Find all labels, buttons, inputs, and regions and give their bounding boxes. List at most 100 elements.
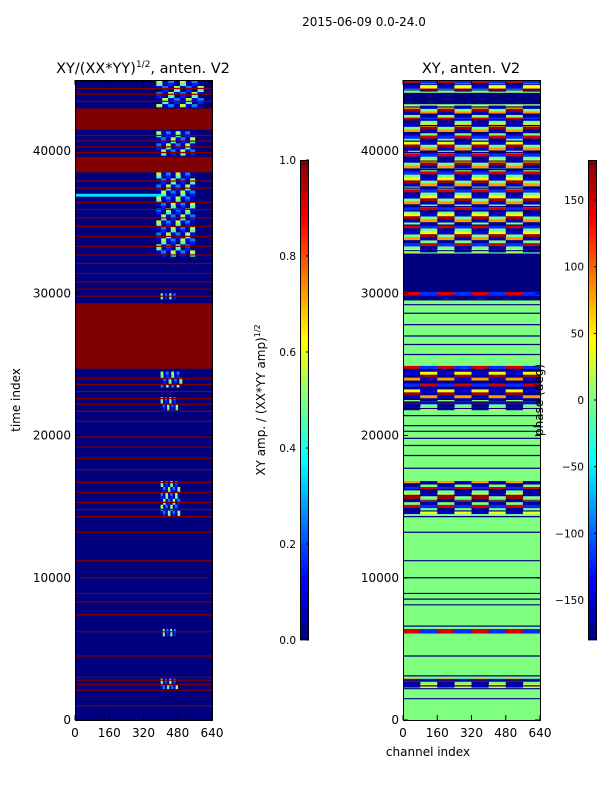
phase-cell [488,377,507,381]
phase-cell [505,295,524,300]
phase-cell [437,225,455,229]
amplitude-cell [156,95,163,99]
phase-colorbar-segment [588,260,597,265]
amplitude-colorbar-tick-label: 0.6 [279,347,296,359]
phase-cell [471,507,489,512]
phase-cell [522,129,541,133]
amplitude-cell [180,140,186,144]
amplitude-colorbar-segment [300,352,309,357]
amplitude-cell [172,498,176,503]
phase-cell [471,231,489,235]
phase-cell [420,398,438,402]
amplitude-cell [175,498,178,503]
phase-cell [505,132,524,136]
phase-cell [420,487,438,491]
phase-cell [437,129,455,133]
phase-cell [403,141,421,145]
amplitude-cell [161,217,167,221]
amplitude-cell [161,205,167,209]
phase-cell [522,126,541,130]
phase-cell [454,165,472,169]
phase-cell [403,510,421,515]
amplitude-cell [170,178,176,182]
phase-cell [505,484,524,488]
amplitude-cell [168,384,172,388]
amplitude-cell [175,137,181,141]
phase-cell [437,153,455,157]
phase-cell [420,135,438,139]
amplitude-colorbar-segment [300,284,309,289]
phase-cell [437,204,455,208]
phase-cell [454,195,472,199]
amplitude-cell [168,80,175,84]
amplitude-cell [170,486,173,491]
phase-colorbar-segment [588,424,597,429]
amplitude-cell [190,241,196,245]
amplitude-cell [165,484,169,488]
phase-cell [505,243,524,247]
amplitude-cell [174,104,181,108]
phase-colorbar-tick-label: 50 [571,328,584,340]
phase-cell [454,383,472,387]
amplitude-colorbar-segment [300,168,309,173]
phase-colorbar-segment [588,164,597,169]
phase-cell [522,365,541,370]
phase-cell [522,487,541,491]
phase-cell [505,504,524,509]
phase-cell [471,484,489,488]
amplitude-colorbar-segment [300,532,309,537]
phase-colorbar-segment [588,572,597,577]
amplitude-cell [185,146,191,150]
amplitude-cell [185,104,192,108]
phase-cell [471,156,489,160]
phase-cell [505,368,524,373]
amplitude-cell [162,406,166,411]
amplitude-cell [177,510,181,514]
phase-cell [403,365,421,370]
amplitude-cell [160,296,164,300]
amplitude-cell [190,229,196,233]
phase-cell [454,153,472,157]
phase-cell [488,234,507,238]
phase-cell [403,189,421,193]
amplitude-cell [197,104,204,108]
phase-cell [488,398,507,402]
phase-colorbar-segment [588,372,597,377]
amplitude-cell [175,232,181,236]
amplitude-cell [172,492,176,497]
amplitude-cell [174,380,177,385]
amplitude-cell [190,238,196,242]
phase-colorbar-segment [588,376,597,381]
phase-cell [403,201,421,205]
phase-cell [420,147,438,151]
amplitude-colorbar-segment [300,456,309,461]
phase-colorbar-segment [588,200,597,205]
amplitude-colorbar-segment [300,472,309,477]
phase-colorbar-segment [588,604,597,609]
amplitude-cell [156,214,162,218]
phase-cell [488,165,507,169]
phase-cell [505,228,524,232]
amplitude-cell [160,486,164,491]
amplitude-colorbar-segment [300,196,309,201]
phase-x-ticks: 0 160 320 480 640 [399,80,551,740]
amplitude-cell [156,187,162,191]
phase-cell [488,371,507,375]
amplitude-title-base: XY/(XX*YY) [56,61,136,77]
amplitude-cell [156,226,162,230]
phase-cell [471,129,489,133]
phase-cell [471,295,489,300]
amplitude-cell [175,486,178,491]
phase-cell [522,195,541,199]
phase-cell [522,389,541,393]
phase-cell [403,507,421,512]
phase-cell [403,495,421,500]
amplitude-cell [175,492,178,497]
amplitude-cell [156,86,163,90]
amplitude-cell [168,83,175,87]
phase-cell [454,231,472,235]
amplitude-cell [190,149,196,153]
phase-cell [403,132,421,136]
phase-cell [505,237,524,241]
amplitude-cell [174,80,181,84]
